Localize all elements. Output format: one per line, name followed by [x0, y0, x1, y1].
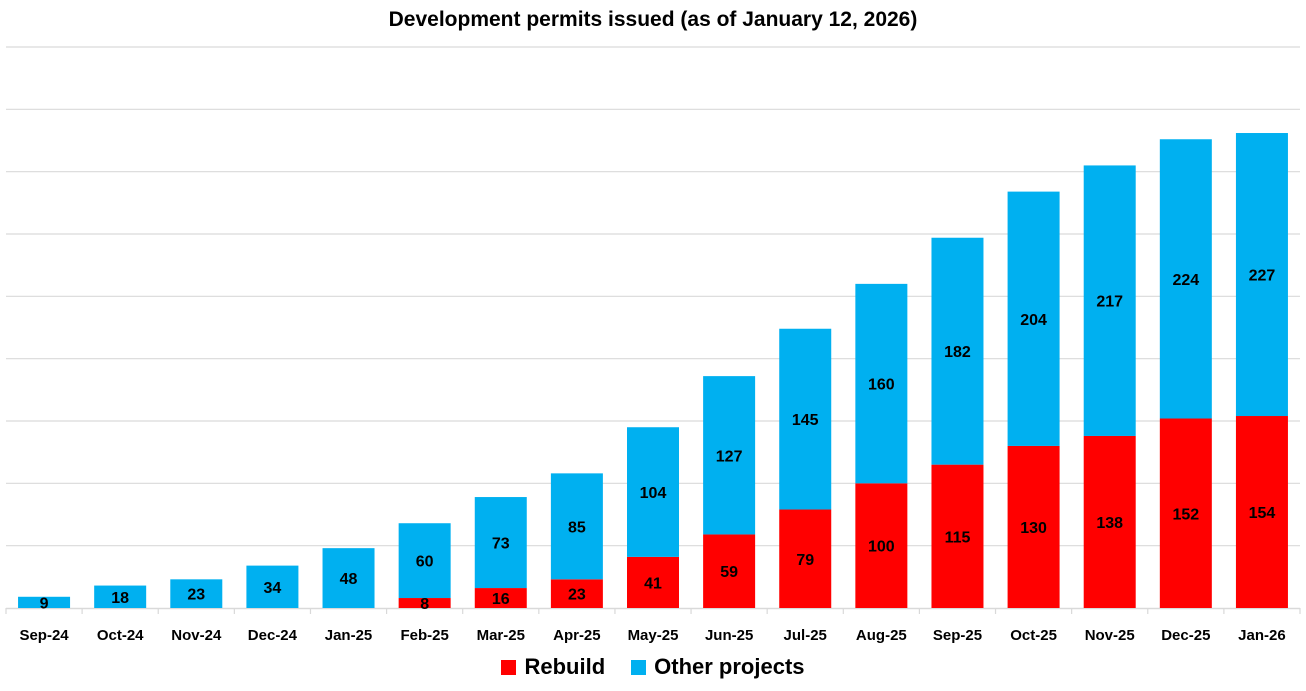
legend-swatch-other-projects	[631, 659, 647, 675]
x-tick-label: Dec-24	[248, 627, 298, 644]
data-label: 59	[720, 564, 738, 581]
bar-rebuild[interactable]	[1007, 445, 1060, 608]
data-label: 79	[796, 552, 814, 569]
x-tick-label: May-25	[628, 627, 679, 644]
x-tick-label: Nov-24	[171, 627, 222, 644]
bar-other-projects[interactable]	[779, 328, 832, 510]
data-label: 160	[868, 377, 895, 394]
x-tick-label: Jan-25	[325, 627, 373, 644]
bar-other-projects[interactable]	[931, 237, 984, 465]
bar-other-projects[interactable]	[855, 283, 908, 484]
data-label: 182	[944, 344, 971, 361]
x-tick-label: Sep-25	[933, 627, 982, 644]
data-label: 9	[40, 595, 49, 612]
bar-other-projects[interactable]	[170, 579, 223, 608]
bar-other-projects[interactable]	[322, 548, 375, 608]
data-label: 18	[111, 590, 129, 607]
bar-rebuild[interactable]	[1235, 416, 1288, 608]
bar-other-projects[interactable]	[474, 497, 527, 589]
bar-other-projects[interactable]	[398, 523, 451, 599]
legend-item-other-projects[interactable]: Other projects	[631, 654, 805, 680]
bar-rebuild[interactable]	[1083, 435, 1136, 608]
data-label: 23	[187, 587, 205, 604]
bar-rebuild[interactable]	[931, 464, 984, 608]
bar-rebuild[interactable]	[627, 556, 679, 608]
data-label: 8	[420, 596, 429, 613]
data-label: 48	[340, 571, 358, 588]
bar-other-projects[interactable]	[1083, 165, 1136, 436]
data-label: 73	[492, 536, 510, 553]
data-label: 154	[1249, 505, 1276, 522]
bar-other-projects[interactable]	[550, 473, 603, 580]
legend-label-rebuild: Rebuild	[524, 654, 606, 679]
bar-other-projects[interactable]	[18, 596, 71, 608]
x-tick-label: Jan-26	[1238, 627, 1286, 644]
data-label: 145	[792, 412, 819, 429]
x-tick-label: Jul-25	[784, 627, 827, 644]
data-label: 100	[868, 539, 895, 556]
data-label: 16	[492, 591, 510, 608]
data-label: 115	[945, 529, 971, 546]
data-label: 104	[640, 485, 667, 502]
data-label: 23	[568, 587, 586, 604]
bar-other-projects[interactable]	[94, 585, 147, 608]
chart-title: Development permits issued (as of Januar…	[388, 8, 918, 31]
x-tick-label: Apr-25	[553, 627, 601, 644]
bar-other-projects[interactable]	[246, 565, 299, 608]
bar-other-projects[interactable]	[1235, 133, 1288, 417]
data-label: 127	[716, 448, 743, 465]
data-label: 204	[1020, 312, 1047, 329]
x-tick-label: Feb-25	[400, 627, 448, 644]
x-tick-label: Aug-25	[856, 627, 907, 644]
data-label: 138	[1096, 515, 1123, 532]
data-label: 227	[1249, 268, 1276, 285]
legend-item-rebuild[interactable]: Rebuild	[501, 654, 605, 680]
bar-rebuild[interactable]	[474, 588, 527, 608]
bar-other-projects[interactable]	[1007, 191, 1060, 446]
x-tick-label: Oct-24	[97, 627, 144, 644]
x-tick-label: Sep-24	[19, 627, 69, 644]
x-tick-label: Mar-25	[477, 627, 525, 644]
data-label: 217	[1096, 294, 1123, 311]
bar-other-projects[interactable]	[1159, 139, 1212, 419]
x-tick-label: Nov-25	[1085, 627, 1135, 644]
data-label: 60	[416, 554, 434, 571]
bar-rebuild[interactable]	[398, 598, 451, 608]
legend-label-other-projects: Other projects	[654, 654, 805, 679]
bar-rebuild[interactable]	[779, 509, 832, 608]
bar-rebuild[interactable]	[1159, 418, 1212, 608]
legend-swatch-rebuild	[501, 659, 517, 675]
data-label: 152	[1172, 506, 1199, 523]
bar-rebuild[interactable]	[855, 483, 908, 608]
bar-other-projects[interactable]	[703, 376, 756, 535]
data-label: 34	[264, 580, 282, 597]
legend: Rebuild Other projects	[0, 654, 1306, 680]
data-label: 224	[1172, 272, 1199, 289]
data-label: 41	[644, 575, 662, 592]
bar-rebuild[interactable]	[550, 579, 603, 608]
data-label: 130	[1020, 520, 1047, 537]
x-tick-label: Dec-25	[1161, 627, 1210, 644]
data-label: 85	[568, 519, 586, 536]
x-tick-label: Oct-25	[1010, 627, 1057, 644]
x-tick-label: Jun-25	[705, 627, 753, 644]
bar-other-projects[interactable]	[627, 427, 679, 557]
bar-rebuild[interactable]	[703, 534, 756, 608]
